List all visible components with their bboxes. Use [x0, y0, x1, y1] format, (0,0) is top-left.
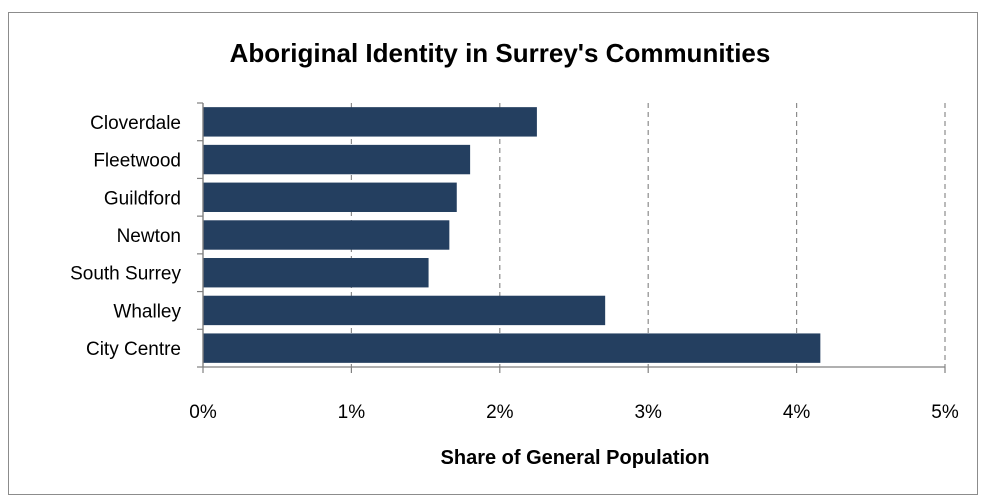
chart-frame — [8, 12, 978, 495]
x-axis-label: Share of General Population — [441, 447, 710, 469]
bar — [203, 107, 537, 137]
bar — [203, 220, 450, 250]
bar — [203, 333, 821, 363]
category-labels: Cloverdale Fleetwood Guildford Newton South … — [70, 113, 181, 360]
bar — [203, 182, 457, 212]
bar — [203, 258, 429, 288]
category-label: South Surrey — [70, 264, 181, 285]
category-label: Newton — [117, 226, 181, 247]
category-label: Whalley — [113, 301, 181, 322]
x-tick-label: 5% — [931, 402, 959, 423]
category-label: Cloverdale — [90, 113, 181, 134]
category-label: Guildford — [104, 188, 181, 209]
x-tick-labels: 0% 1% 2% 3% 4% 5% — [189, 402, 959, 423]
category-label: City Centre — [86, 339, 181, 360]
axes — [197, 102, 946, 373]
bar — [203, 144, 471, 175]
category-label: Fleetwood — [93, 151, 181, 172]
x-tick-label: 0% — [189, 402, 217, 423]
x-tick-label: 3% — [634, 402, 662, 423]
bars — [203, 107, 821, 363]
x-tick-label: 1% — [338, 402, 366, 423]
bar — [203, 295, 606, 326]
chart-title: Aboriginal Identity in Surrey's Communit… — [230, 38, 771, 68]
x-tick-label: 2% — [486, 402, 514, 423]
x-tick-label: 4% — [783, 402, 811, 423]
